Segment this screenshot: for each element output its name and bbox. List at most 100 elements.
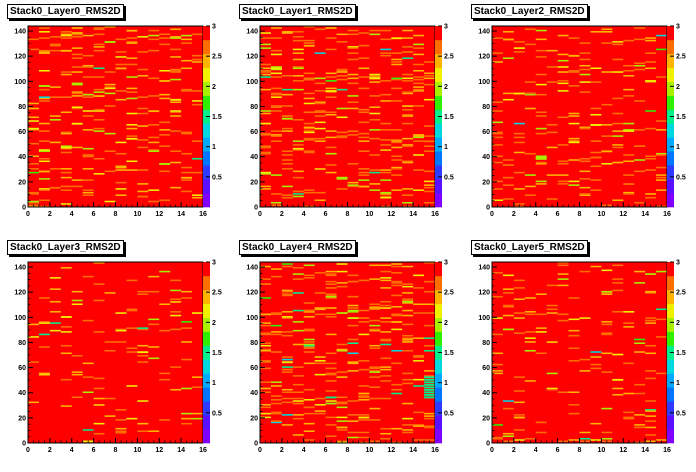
heatmap-cell [270,420,282,422]
heatmap-cell [502,305,514,308]
heatmap-cell [612,264,624,267]
heatmap-cell [159,378,171,381]
heatmap-cell [170,101,182,103]
heatmap-cell [159,303,171,306]
heatmap-cell [623,129,635,131]
heatmap-cell [303,92,315,95]
heatmap-cell [634,27,646,29]
heatmap-cell [369,29,381,32]
heatmap-cell [60,171,72,174]
heatmap-cell [612,393,624,396]
heatmap-cell [601,269,613,272]
heatmap-cell [303,78,315,81]
heatmap-cell [402,108,414,111]
heatmap-cell [656,318,667,321]
heatmap-cell [38,31,50,33]
heatmap-cell [71,36,83,38]
heatmap-cell [513,279,525,282]
heatmap-cell [292,402,304,405]
heatmap-cell [303,347,315,350]
heatmap-cell [601,333,613,336]
heatmap-cell [314,90,326,92]
heatmap-cell [358,121,370,124]
heatmap-cell [281,414,293,416]
y-tick-label: 80 [482,340,490,347]
heatmap-cell [424,125,435,127]
heatmap-cell [38,140,50,142]
heatmap-cell [159,329,171,332]
heatmap-cell [391,265,403,268]
heatmap-cell [579,193,591,195]
x-tick-label: 0 [258,447,262,454]
heatmap-cell [303,412,315,415]
heatmap-cell [634,426,646,429]
heatmap-cell [513,47,525,49]
heatmap-cell [270,96,282,98]
heatmap-cell [557,273,569,275]
x-tick-label: 0 [490,447,494,454]
heatmap-cell [369,119,381,121]
y-tick-label: 40 [18,154,26,161]
heatmap-cell [590,189,602,191]
heatmap-cell [49,49,61,52]
heatmap-cell [71,32,83,34]
heatmap-cell [82,54,94,57]
x-tick-label: 16 [663,447,671,454]
heatmap-cell [601,135,613,137]
heatmap-cell [260,122,271,125]
color-scale-step [667,67,674,82]
heatmap-cell [292,75,304,77]
heatmap-cell [568,137,580,140]
heatmap-cell [104,292,116,294]
heatmap-cell [402,378,414,381]
heatmap-cell [170,130,182,132]
heatmap-cell [656,129,667,131]
z-tick-label: 2 [676,84,680,91]
heatmap-cell [137,68,149,71]
heatmap-cell [38,150,50,152]
x-tick-label: 6 [324,211,328,218]
heatmap-cell [270,140,282,142]
heatmap-cell [104,105,116,107]
heatmap-cell [303,77,315,80]
heatmap-cell [369,366,381,368]
heatmap-cell [336,178,348,180]
heatmap-cell [524,185,536,188]
heatmap-cell [93,43,105,46]
heatmap-cell [192,58,203,61]
heatmap-cell [358,185,370,188]
heatmap-cell [314,121,326,124]
heatmap-cell [38,199,50,202]
heatmap-cell [546,312,558,314]
heatmap-cell [358,396,370,399]
heatmap-cell [71,179,83,181]
heatmap-cell [270,313,282,316]
heatmap-cell [369,305,381,308]
heatmap-cell [292,366,304,368]
heatmap-cell [513,141,525,144]
heatmap-cell [590,356,602,358]
heatmap-cell [159,37,171,39]
heatmap-cell [137,125,149,127]
histogram-title: Stack0_Layer2_RMS2D [471,4,588,19]
heatmap-cell [336,116,348,119]
heatmap-cell [612,43,624,46]
heatmap-cell [270,49,282,52]
heatmap-cell [38,346,50,348]
heatmap-cell [170,28,182,31]
heatmap-cell [292,176,304,179]
heatmap-cell [137,290,149,293]
histogram-title: Stack0_Layer1_RMS2D [239,4,356,19]
heatmap-cell [568,439,580,441]
heatmap-cell [424,383,435,386]
heatmap-cell [270,106,282,109]
y-tick-label: 80 [250,104,258,111]
heatmap-cell [49,288,61,290]
heatmap-cell [358,317,370,319]
heatmap-cell [579,81,591,83]
heatmap-cell [347,280,359,283]
heatmap-cell [260,132,271,135]
color-scale-step [667,331,674,346]
heatmap-cell [402,137,414,140]
heatmap-cell [369,33,381,36]
